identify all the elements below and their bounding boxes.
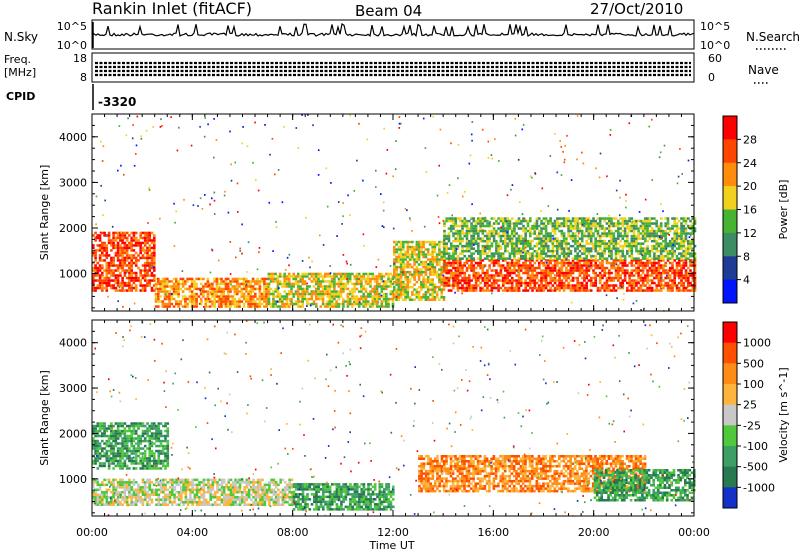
freq-label-line2: [MHz] [4, 66, 36, 79]
x-tick-label: 20:00 [578, 526, 610, 539]
x-tick-label: 00:00 [76, 526, 108, 539]
echo-band [92, 231, 156, 292]
colorbar-tick-label: -1000 [743, 481, 775, 494]
colorbar: 28 24 20 16 12 8 4 Power [dB] [722, 115, 790, 304]
colorbar-tick-label: 100 [743, 378, 764, 391]
date-title: 27/Oct/2010 [590, 0, 683, 18]
echo-band [443, 259, 697, 292]
echo-scatter [94, 320, 696, 517]
x-tick-label: 04:00 [176, 526, 208, 539]
x-tick-label: 12:00 [377, 526, 409, 539]
echo-band [92, 422, 170, 470]
nave-tick-hi: 60 [708, 52, 722, 65]
cpid-value: -3320 [98, 95, 136, 109]
echo-band [292, 483, 395, 511]
x-tick-label: 00:00 [678, 526, 710, 539]
nave-label: Nave [748, 63, 779, 77]
y-tick-label: 3000 [59, 382, 87, 395]
colorbar-frame [722, 321, 738, 509]
colorbar-tick-label: 25 [743, 399, 757, 412]
colorbar-tick-label: 500 [743, 357, 764, 370]
colorbar-segment [723, 116, 737, 140]
echo-band [393, 240, 446, 301]
nsearch-tick-hi: 10^5 [700, 20, 730, 33]
colorbar-segment [723, 256, 737, 280]
colorbar-tick-label: 1000 [743, 337, 771, 350]
colorbar-segment [723, 425, 737, 447]
beam-title: Beam 04 [355, 2, 422, 20]
y-axis-label: Slant Range [km] [38, 370, 51, 466]
colorbar-tick-label: 28 [743, 133, 757, 146]
colorbar-segment [723, 186, 737, 210]
colorbar-segment [723, 342, 737, 364]
colorbar-label: Power [dB] [777, 180, 790, 240]
nsky-strip-frame [91, 19, 695, 50]
colorbar-segment [723, 404, 737, 426]
freq-strip-frame [91, 52, 695, 83]
echo-cells [92, 217, 697, 308]
colorbar-tick-label: 8 [743, 250, 750, 263]
echo-band [443, 217, 697, 260]
colorbar-tick-label: 24 [743, 157, 757, 170]
colorbar-tick-label: -500 [743, 461, 768, 474]
freq-trace [95, 61, 691, 77]
colorbar-tick-label: -100 [743, 440, 768, 453]
nsearch-label: N.Search [746, 30, 800, 44]
colorbar-segment [723, 162, 737, 187]
y-tick-label: 2000 [59, 427, 87, 440]
colorbar-tick-label: 16 [743, 204, 757, 217]
colorbar-label: Velocity [m s^-1] [777, 367, 790, 462]
nave-tick-lo: 0 [708, 71, 715, 84]
colorbar-tick-label: 12 [743, 227, 757, 240]
x-tick-label: 16:00 [477, 526, 509, 539]
nsky-trace [91, 22, 695, 48]
y-tick-label: 4000 [59, 131, 87, 144]
colorbar-tick-label: -25 [743, 419, 761, 432]
colorbar: 1000 500 100 25 -25 -100 -500 -1000 Velocity [m … [722, 321, 790, 509]
echo-scatter [95, 114, 692, 312]
nsky-tick-hi: 10^5 [57, 20, 87, 33]
colorbar-segment [723, 322, 737, 343]
colorbar-segment [723, 209, 737, 234]
y-tick-label: 3000 [59, 176, 87, 189]
y-tick-label: 1000 [59, 268, 87, 281]
y-tick-label: 1000 [59, 473, 87, 486]
colorbar-segment [723, 446, 737, 467]
cpid-label: CPID [6, 90, 35, 103]
colorbar-segment [723, 466, 737, 488]
colorbar-segment [723, 139, 737, 164]
echo-cells [92, 422, 696, 511]
colorbar-tick-label: 4 [743, 274, 750, 287]
colorbar-segment [723, 487, 737, 509]
y-tick-label: 2000 [59, 222, 87, 235]
nsearch-tick-lo: 10^0 [700, 39, 730, 52]
echo-band [154, 277, 271, 308]
colorbar-segment [723, 384, 737, 405]
y-tick-label: 4000 [59, 337, 87, 350]
y-axis-label: Slant Range [km] [38, 165, 51, 261]
x-axis-title: Time UT [368, 539, 414, 552]
nsky-tick-lo: 10^0 [57, 39, 87, 52]
echo-band [418, 455, 647, 493]
nsky-label: N.Sky [4, 30, 38, 44]
colorbar-segment [723, 232, 737, 257]
freq-tick-lo: 8 [80, 71, 87, 84]
station-title: Rankin Inlet (fitACF) [92, 0, 252, 18]
echo-band [267, 272, 395, 308]
echo-band [92, 478, 294, 506]
x-tick-label: 08:00 [277, 526, 309, 539]
freq-tick-hi: 18 [73, 52, 87, 65]
colorbar-tick-label: 20 [743, 180, 757, 193]
freq-label-line1: Freq. [4, 53, 31, 66]
colorbar-segment [723, 279, 737, 304]
colorbar-segment [723, 363, 737, 385]
power-panel: 1000 2000 3000 4000 Slant Range [km] 28 24 20 16… [38, 113, 790, 312]
